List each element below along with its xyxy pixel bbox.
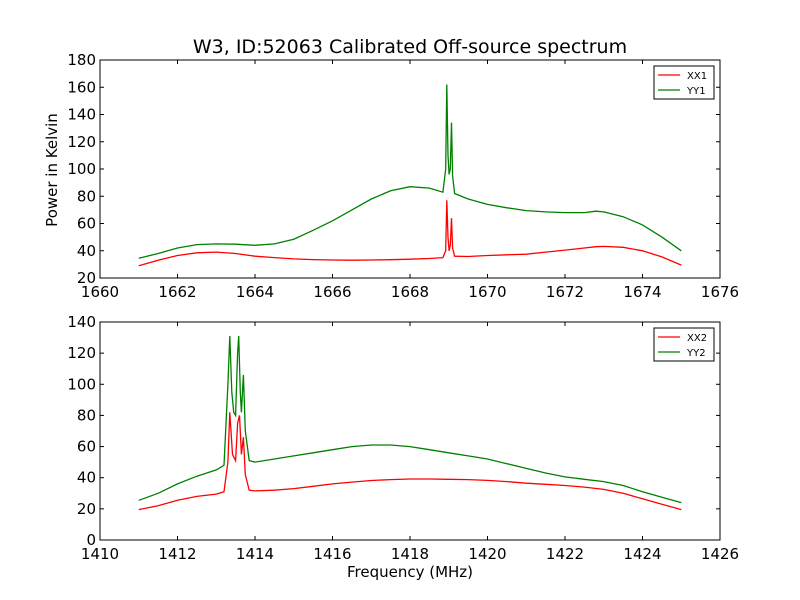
top-series-yy1 — [138, 84, 682, 259]
top-x-tick-label: 1668 — [391, 283, 429, 301]
top-panel: 1660 1662 1664 1666 1668 1670 1672 1674 1676 20 40… — [67, 51, 739, 301]
top-y-tick-label: 40 — [77, 242, 96, 260]
top-legend-box — [653, 65, 715, 100]
top-y-tick-label: 60 — [77, 215, 96, 233]
top-x-tick-label: 1660 — [81, 283, 119, 301]
top-y-tick-label: 120 — [67, 133, 96, 151]
bottom-y-tick-label: 40 — [77, 469, 96, 487]
bottom-x-tick-label: 1426 — [701, 545, 739, 563]
top-y-tick-label: 20 — [77, 269, 96, 287]
top-x-tick-label: 1662 — [158, 283, 196, 301]
top-x-tick-label: 1672 — [546, 283, 584, 301]
top-x-tick-label: 1674 — [623, 283, 661, 301]
bottom-y-tick-label: 60 — [77, 438, 96, 456]
bottom-y-tick-label: 0 — [86, 531, 96, 549]
top-y-tick-label: 140 — [67, 106, 96, 124]
bottom-x-tick-label: 1410 — [81, 545, 119, 563]
top-y-tick-label: 160 — [67, 78, 96, 96]
top-x-tick-label: 1670 — [468, 283, 506, 301]
bottom-legend-label: XX2 — [687, 333, 707, 344]
bottom-legend-label: YY2 — [686, 348, 706, 359]
bottom-y-tick-label: 120 — [67, 344, 96, 362]
top-y-tick-label: 80 — [77, 187, 96, 205]
top-y-tick-label: 100 — [67, 160, 96, 178]
bottom-x-tick-label: 1420 — [468, 545, 506, 563]
bottom-y-tick-label: 20 — [77, 500, 96, 518]
bottom-y-tick-label: 80 — [77, 406, 96, 424]
bottom-x-tick-label: 1418 — [391, 545, 429, 563]
top-y-tick-label: 180 — [67, 51, 96, 69]
top-x-tick-label: 1666 — [313, 283, 351, 301]
top-series-xx1 — [138, 200, 682, 267]
x-axis-label: Frequency (MHz) — [347, 563, 473, 581]
bottom-axes-frame — [99, 321, 721, 541]
bottom-x-tick-label: 1422 — [546, 545, 584, 563]
bottom-x-tick-label: 1414 — [236, 545, 274, 563]
top-legend-label: YY1 — [686, 86, 706, 97]
top-legend-label: XX1 — [687, 71, 707, 82]
bottom-panel: 1410 1412 1414 1416 1418 1420 1422 1424 1426 0 20 4… — [67, 313, 739, 563]
bottom-legend-box — [653, 327, 715, 362]
bottom-y-tick-label: 140 — [67, 313, 96, 331]
bottom-x-tick-label: 1424 — [623, 545, 661, 563]
bottom-x-tick-label: 1416 — [313, 545, 351, 563]
bottom-series-xx2 — [138, 412, 682, 511]
chart-title: W3, ID:52063 Calibrated Off-source spect… — [193, 36, 627, 58]
top-x-tick-label: 1676 — [701, 283, 739, 301]
top-x-tick-label: 1664 — [236, 283, 274, 301]
bottom-y-tick-label: 100 — [67, 375, 96, 393]
bottom-series-yy2 — [138, 335, 682, 504]
y-axis-label: Power in Kelvin — [43, 113, 61, 227]
bottom-x-tick-label: 1412 — [158, 545, 196, 563]
